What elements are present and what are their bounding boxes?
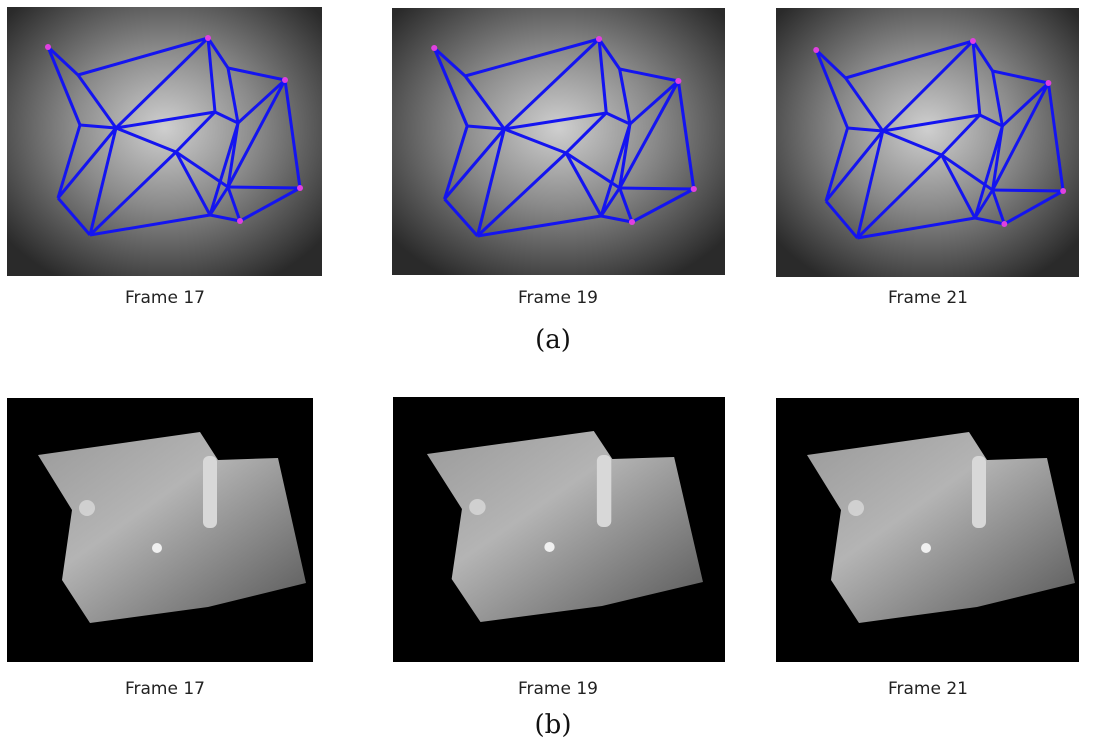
panel-b: Frame 17 Frame 19 Frame 21 (b)	[7, 397, 1079, 740]
caption: Frame 19	[518, 288, 598, 308]
panel-a: Frame 17 Frame 19 Frame 21 (a)	[7, 7, 1079, 355]
panel-label: (b)	[535, 710, 572, 740]
caption: Frame 17	[125, 288, 205, 308]
frame-image	[7, 398, 313, 662]
frame-image	[392, 8, 725, 275]
frame-image	[776, 398, 1079, 662]
frame-image	[7, 7, 322, 276]
caption: Frame 21	[888, 288, 968, 308]
frame-image	[776, 8, 1079, 277]
caption: Frame 17	[125, 679, 205, 699]
frame-image	[393, 397, 725, 662]
panel-label: (a)	[535, 325, 571, 355]
figure: Frame 17 Frame 19 Frame 21 (a) Frame 17 …	[0, 0, 1108, 744]
caption: Frame 19	[518, 679, 598, 699]
caption: Frame 21	[888, 679, 968, 699]
